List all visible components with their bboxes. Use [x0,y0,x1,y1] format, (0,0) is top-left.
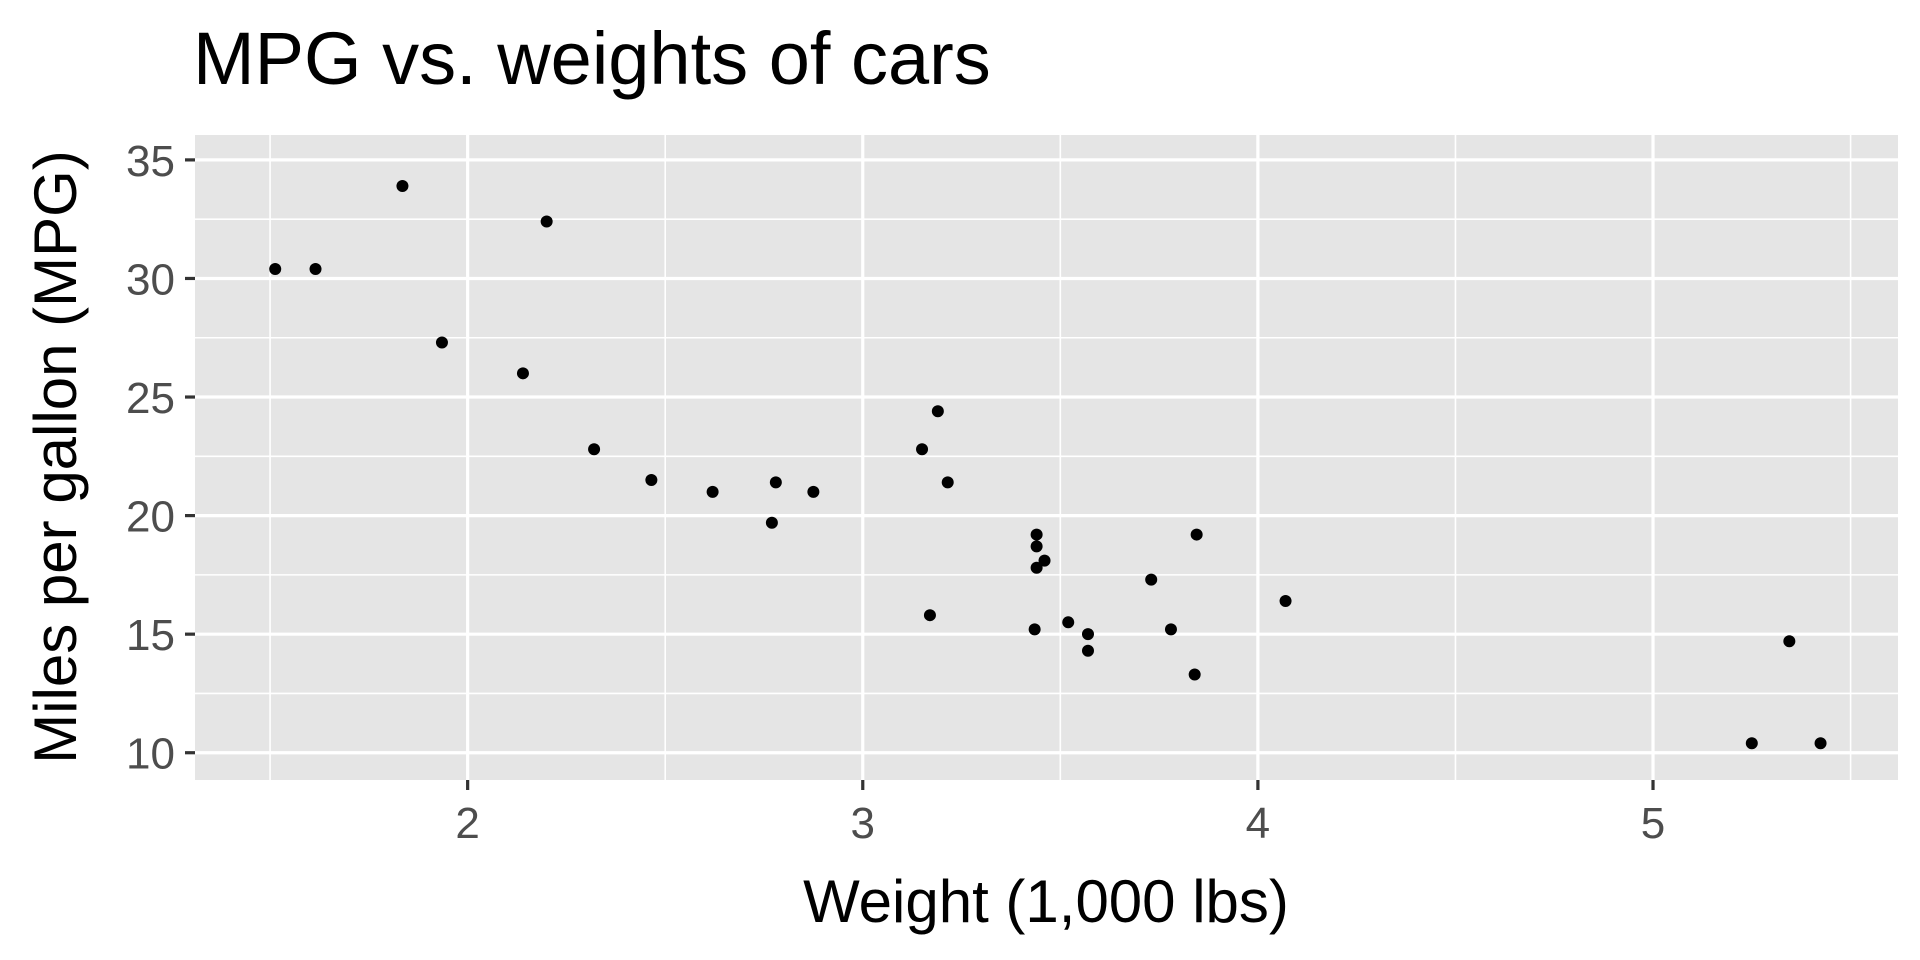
data-point-30 [1783,635,1796,648]
x-tick-label-3: 5 [1641,799,1665,848]
data-point-21 [1062,616,1075,629]
data-point-7 [645,474,658,487]
data-point-16 [1028,623,1041,636]
data-point-3 [435,336,448,349]
data-point-6 [588,443,601,456]
data-point-17 [1030,540,1043,553]
y-tick-label-2: 20 [126,493,175,542]
x-tick-label-0: 2 [455,799,479,848]
x-axis-ticks: 2 3 4 5 [455,780,1665,848]
data-point-24 [1145,573,1158,586]
x-tick-label-1: 3 [851,799,875,848]
chart-title: MPG vs. weights of cars [193,17,991,100]
data-point-12 [916,443,929,456]
data-point-22 [1081,628,1094,641]
y-tick-label-4: 30 [126,255,175,304]
data-point-13 [923,609,936,622]
major-gridlines [195,135,1898,780]
data-point-11 [807,485,820,498]
data-point-2 [396,179,409,192]
minor-gridlines [195,135,1898,780]
data-point-10 [769,476,782,489]
data-point-5 [540,215,553,228]
data-point-4 [516,367,529,380]
data-point-19 [1030,561,1043,574]
data-point-31 [1814,737,1827,750]
data-point-18 [1030,528,1043,541]
y-axis-ticks: 10 15 20 25 30 35 [126,137,195,779]
y-axis-title: Miles per gallon (MPG) [22,150,89,764]
y-tick-label-1: 15 [126,611,175,660]
y-tick-label-5: 35 [126,137,175,186]
data-point-20 [1038,554,1051,567]
y-tick-label-3: 25 [126,374,175,423]
data-point-25 [1164,623,1177,636]
data-point-8 [706,485,719,498]
plot-panel [195,135,1898,780]
data-point-15 [941,476,954,489]
data-points [269,179,1827,750]
data-point-26 [1188,668,1201,681]
data-point-14 [931,405,944,418]
data-point-1 [309,262,322,275]
x-tick-label-2: 4 [1246,799,1270,848]
data-point-23 [1081,644,1094,657]
data-point-28 [1279,594,1292,607]
y-tick-label-0: 10 [126,730,175,779]
data-point-27 [1190,528,1203,541]
x-axis-title: Weight (1,000 lbs) [803,868,1289,935]
data-point-29 [1745,737,1758,750]
data-point-9 [765,516,778,529]
data-point-0 [269,262,282,275]
